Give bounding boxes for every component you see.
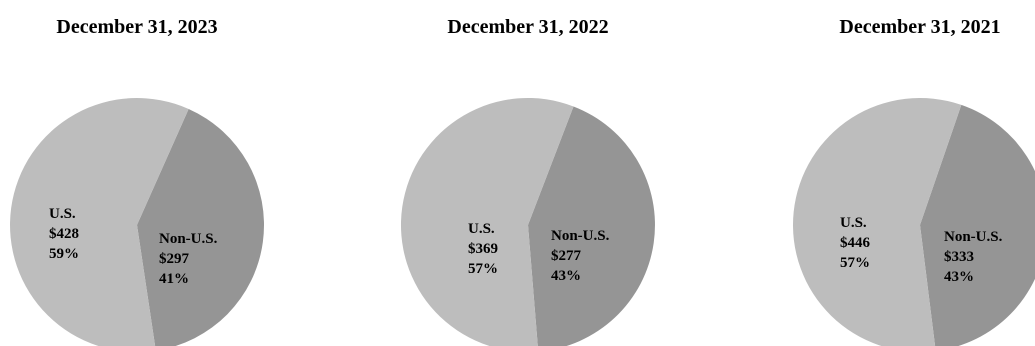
slice-percent: 43% bbox=[944, 269, 974, 285]
chart-title: December 31, 2023 bbox=[56, 16, 218, 38]
slice-label-us: U.S. $446 57% bbox=[840, 215, 874, 271]
slice-name: U.S. bbox=[468, 221, 495, 237]
slice-label-non-us: Non-U.S. $297 41% bbox=[159, 231, 221, 287]
slice-percent: 41% bbox=[159, 271, 189, 287]
pie-slice-us bbox=[792, 98, 962, 346]
slice-percent: 57% bbox=[468, 261, 498, 277]
pie-chart-2022: December 31, 2022 U.S. $369 57% Non-U.S.… bbox=[378, 0, 678, 346]
slice-label-us: U.S. $428 59% bbox=[49, 206, 83, 262]
slice-label-non-us: Non-U.S. $277 43% bbox=[551, 228, 613, 284]
pie-slice-us bbox=[401, 97, 574, 346]
chart-title: December 31, 2022 bbox=[447, 16, 609, 38]
slice-label-us: U.S. $369 57% bbox=[468, 221, 502, 277]
slice-percent: 59% bbox=[49, 246, 79, 262]
pie-slice-non-us bbox=[920, 104, 1035, 346]
pie-chart-2021: December 31, 2021 U.S. $446 57% Non-U.S.… bbox=[770, 0, 1035, 346]
pie-slice-us bbox=[10, 98, 189, 346]
chart-title: December 31, 2021 bbox=[839, 16, 1001, 38]
slice-amount: $369 bbox=[468, 241, 498, 257]
slice-percent: 57% bbox=[840, 255, 870, 271]
pie-chart-2023: December 31, 2023 U.S. $428 59% Non-U.S.… bbox=[0, 0, 287, 346]
slice-amount: $428 bbox=[49, 226, 79, 242]
pie-slice-non-us bbox=[137, 108, 264, 346]
slice-name: Non-U.S. bbox=[944, 229, 1003, 245]
slice-name: Non-U.S. bbox=[159, 231, 218, 247]
slice-amount: $297 bbox=[159, 251, 190, 267]
slice-name: Non-U.S. bbox=[551, 228, 610, 244]
slice-label-non-us: Non-U.S. $333 43% bbox=[944, 229, 1006, 285]
slice-amount: $333 bbox=[944, 249, 974, 265]
slice-name: U.S. bbox=[840, 215, 867, 231]
pie-svg: U.S. $369 57% Non-U.S. $277 43% bbox=[401, 97, 655, 346]
pie-slice-non-us bbox=[528, 106, 655, 346]
slice-amount: $277 bbox=[551, 248, 582, 264]
slice-percent: 43% bbox=[551, 268, 581, 284]
slice-name: U.S. bbox=[49, 206, 76, 222]
pie-svg: U.S. $446 57% Non-U.S. $333 43% bbox=[792, 98, 1035, 346]
pie-svg: U.S. $428 59% Non-U.S. $297 41% bbox=[10, 98, 264, 346]
slice-amount: $446 bbox=[840, 235, 871, 251]
